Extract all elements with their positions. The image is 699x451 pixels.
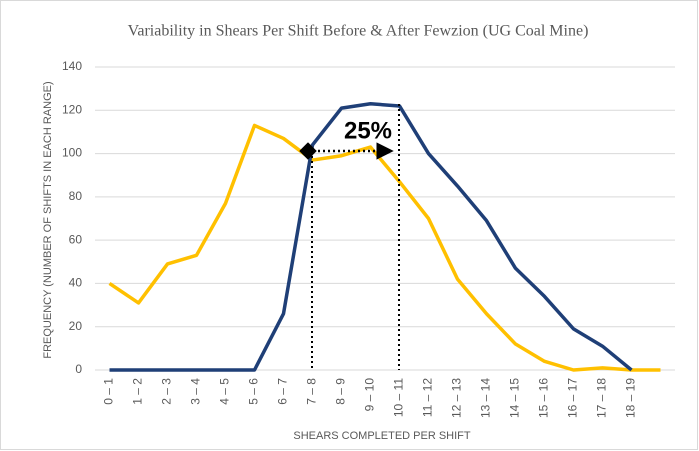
x-tick-label: 7 – 8 — [305, 378, 319, 405]
series-line — [109, 102, 633, 372]
x-tick-label: 12 – 13 — [450, 378, 464, 418]
x-tick-label: 4 – 5 — [218, 378, 232, 405]
y-axis-title: FREQUENCY (NUMBER OF SHIFTS IN EACH RANG… — [42, 81, 54, 358]
y-tick-label: 100 — [62, 146, 82, 160]
chart-title: Variability in Shears Per Shift Before &… — [128, 23, 589, 40]
plot-area: 0 20 40 60 80 100 120 140 0 – 1 1 – 2 2 – 3 3 – 4 4 … — [62, 59, 675, 418]
x-tick-label: 10 – 11 — [392, 378, 406, 417]
x-tick-label: 15 – 16 — [537, 378, 551, 418]
x-tick-label: 11 – 12 — [421, 378, 435, 417]
x-tick-label: 9 – 10 — [363, 378, 377, 412]
x-tick-label: 17 – 18 — [595, 378, 609, 418]
y-tick-label: 20 — [69, 319, 83, 333]
y-tick-label: 120 — [62, 102, 82, 116]
x-tick-label: 2 – 3 — [160, 378, 174, 405]
x-tick-label: 5 – 6 — [247, 378, 261, 405]
y-tick-label: 80 — [69, 189, 83, 203]
annotation-lines — [299, 104, 400, 370]
x-tick-label: 16 – 17 — [566, 378, 580, 418]
x-tick-label: 6 – 7 — [276, 378, 290, 405]
x-tick-label: 8 – 9 — [334, 378, 348, 405]
y-tick-label: 40 — [69, 276, 83, 290]
series-line — [108, 123, 661, 372]
y-tick-label: 60 — [69, 232, 83, 246]
x-tick-label: 13 – 14 — [479, 378, 493, 418]
x-tick-label: 14 – 15 — [508, 378, 522, 418]
y-tick-label: 0 — [75, 362, 82, 376]
y-tick-label: 140 — [62, 59, 82, 73]
x-tick-label: 1 – 2 — [131, 378, 145, 405]
x-tick-label: 18 – 19 — [624, 378, 638, 418]
x-tick-label: 0 – 1 — [102, 378, 116, 405]
annotation: 25% — [344, 117, 392, 144]
x-axis-title: SHEARS COMPLETED PER SHIFT — [293, 430, 471, 442]
x-tick-label: 3 – 4 — [189, 378, 203, 405]
